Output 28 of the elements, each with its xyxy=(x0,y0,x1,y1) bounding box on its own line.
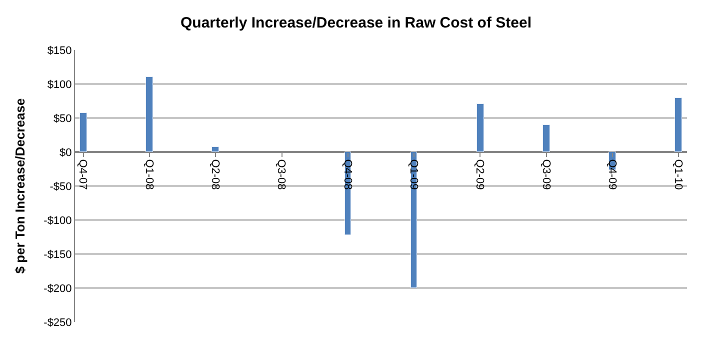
bar xyxy=(542,124,550,152)
bar xyxy=(674,98,682,152)
x-tick-label: Q3-08 xyxy=(275,159,288,190)
bar xyxy=(476,104,484,152)
x-tick-label: Q2-09 xyxy=(474,159,486,190)
bar xyxy=(410,152,417,288)
x-tick-label: Q1-08 xyxy=(142,159,155,190)
y-tick-label: -$50 xyxy=(50,180,72,193)
x-tick-label: Q1-10 xyxy=(672,159,684,190)
y-tick-label: $0 xyxy=(60,146,72,159)
y-tick-label: -$100 xyxy=(44,214,72,227)
bar xyxy=(212,146,219,152)
y-tick-label: $150 xyxy=(47,44,72,57)
bar xyxy=(80,112,87,152)
x-tick-label: Q4-08 xyxy=(341,159,354,190)
y-tick-label: -$200 xyxy=(44,282,72,295)
y-tick-label: $100 xyxy=(47,78,72,91)
y-tick-label: $50 xyxy=(53,112,72,125)
x-tick-label: Q1-09 xyxy=(408,159,420,190)
y-tick-label: -$150 xyxy=(44,248,72,261)
bar xyxy=(146,76,153,152)
x-tick-label: Q4-09 xyxy=(606,159,618,190)
x-tick-label: Q4-07 xyxy=(76,159,89,190)
x-tick-label: Q3-09 xyxy=(540,159,552,190)
y-axis-title: $ per Ton Increase/Decrease xyxy=(12,98,28,274)
x-tick-label: Q2-08 xyxy=(209,159,222,190)
y-tick-label: -$250 xyxy=(44,316,72,329)
chart-title: Quarterly Increase/Decrease in Raw Cost of Steel xyxy=(180,14,532,32)
